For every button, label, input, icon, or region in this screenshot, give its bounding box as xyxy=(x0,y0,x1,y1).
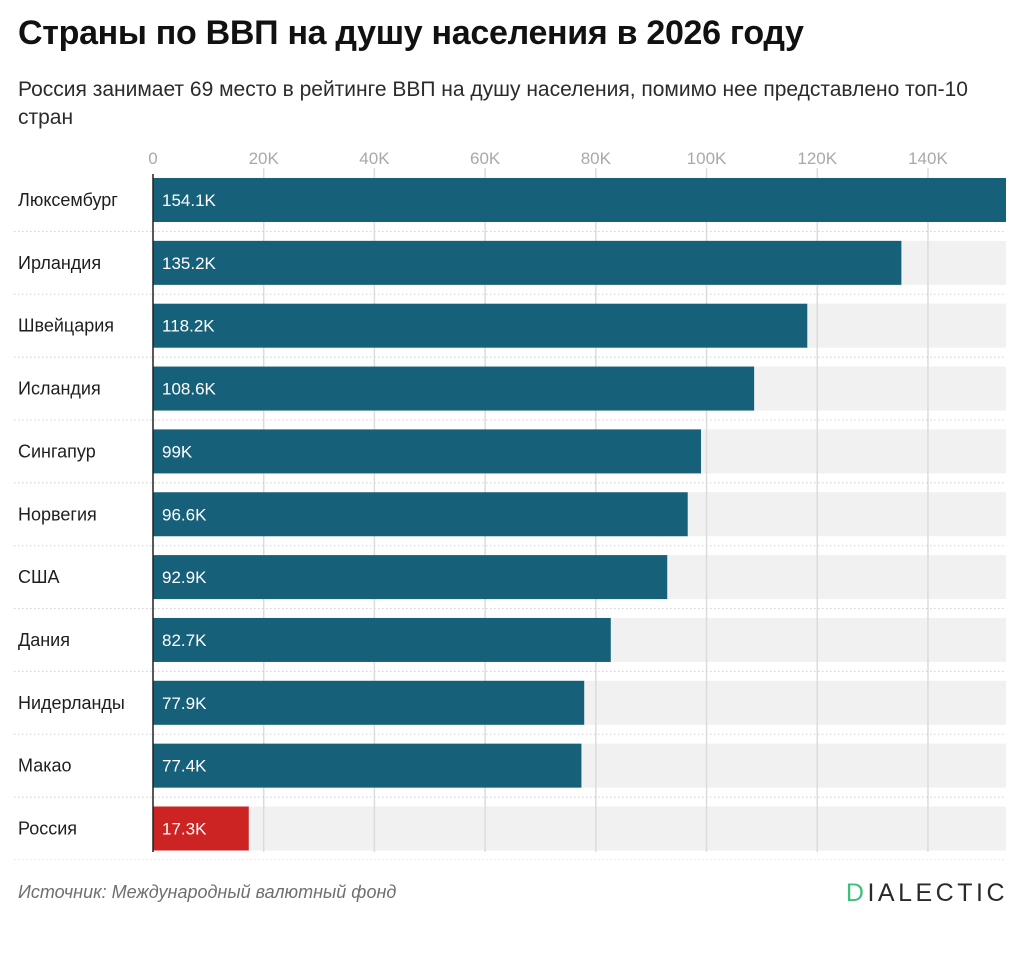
bar xyxy=(153,240,902,285)
category-label: Макао xyxy=(18,756,72,776)
bar xyxy=(153,303,808,348)
x-tick-label: 40K xyxy=(359,149,390,168)
value-label: 96.6K xyxy=(162,505,207,524)
value-label: 118.2K xyxy=(162,317,215,336)
bar-track xyxy=(153,806,1006,851)
logo-accent-letter: D xyxy=(845,879,868,907)
x-tick-label: 0 xyxy=(148,149,157,168)
value-label: 82.7K xyxy=(162,631,207,650)
chart-title: Страны по ВВП на душу населения в 2026 г… xyxy=(18,14,804,52)
bar xyxy=(153,429,702,474)
value-label: 92.9K xyxy=(162,568,207,587)
bar xyxy=(153,806,249,851)
bar-chart: 0 20K 40K 60K 80K 100K 120K 140K Люксембург 154.1… xyxy=(14,149,1006,860)
value-label: 17.3K xyxy=(162,820,207,839)
x-tick-label: 60K xyxy=(470,149,501,168)
category-label: Нидерланды xyxy=(18,693,125,713)
value-label: 77.9K xyxy=(162,694,207,713)
logo-text: IALECTIC xyxy=(867,879,1008,907)
value-label: 108.6K xyxy=(162,380,217,399)
category-label: Россия xyxy=(18,819,77,839)
bar xyxy=(153,617,611,662)
source-note: Источник: Международный валютный фонд xyxy=(18,882,397,902)
bar xyxy=(153,492,688,537)
x-tick-label: 80K xyxy=(581,149,612,168)
category-label: Норвегия xyxy=(18,504,97,524)
category-label: Исландия xyxy=(18,379,101,399)
value-label: 99K xyxy=(162,442,193,461)
x-tick-label: 120K xyxy=(797,149,837,168)
value-label: 154.1K xyxy=(162,191,217,210)
value-label: 135.2K xyxy=(162,254,217,273)
category-label: Швейцария xyxy=(18,316,114,336)
x-tick-label: 100K xyxy=(687,149,727,168)
bar xyxy=(153,366,755,411)
bar xyxy=(153,555,668,600)
value-label: 77.4K xyxy=(162,757,207,776)
category-label: США xyxy=(18,567,60,587)
bar xyxy=(153,743,582,788)
bar xyxy=(153,178,1006,222)
category-label: Сингапур xyxy=(18,441,96,461)
category-label: Ирландия xyxy=(18,253,101,273)
x-tick-label: 20K xyxy=(249,149,280,168)
dialectic-logo: DIALECTIC xyxy=(846,879,1008,908)
chart-subtitle: Россия занимает 69 место в рейтинге ВВП … xyxy=(18,78,968,129)
category-label: Дания xyxy=(18,630,70,650)
x-tick-label: 140K xyxy=(908,149,948,168)
category-label: Люксембург xyxy=(18,190,118,210)
bar xyxy=(153,680,585,725)
